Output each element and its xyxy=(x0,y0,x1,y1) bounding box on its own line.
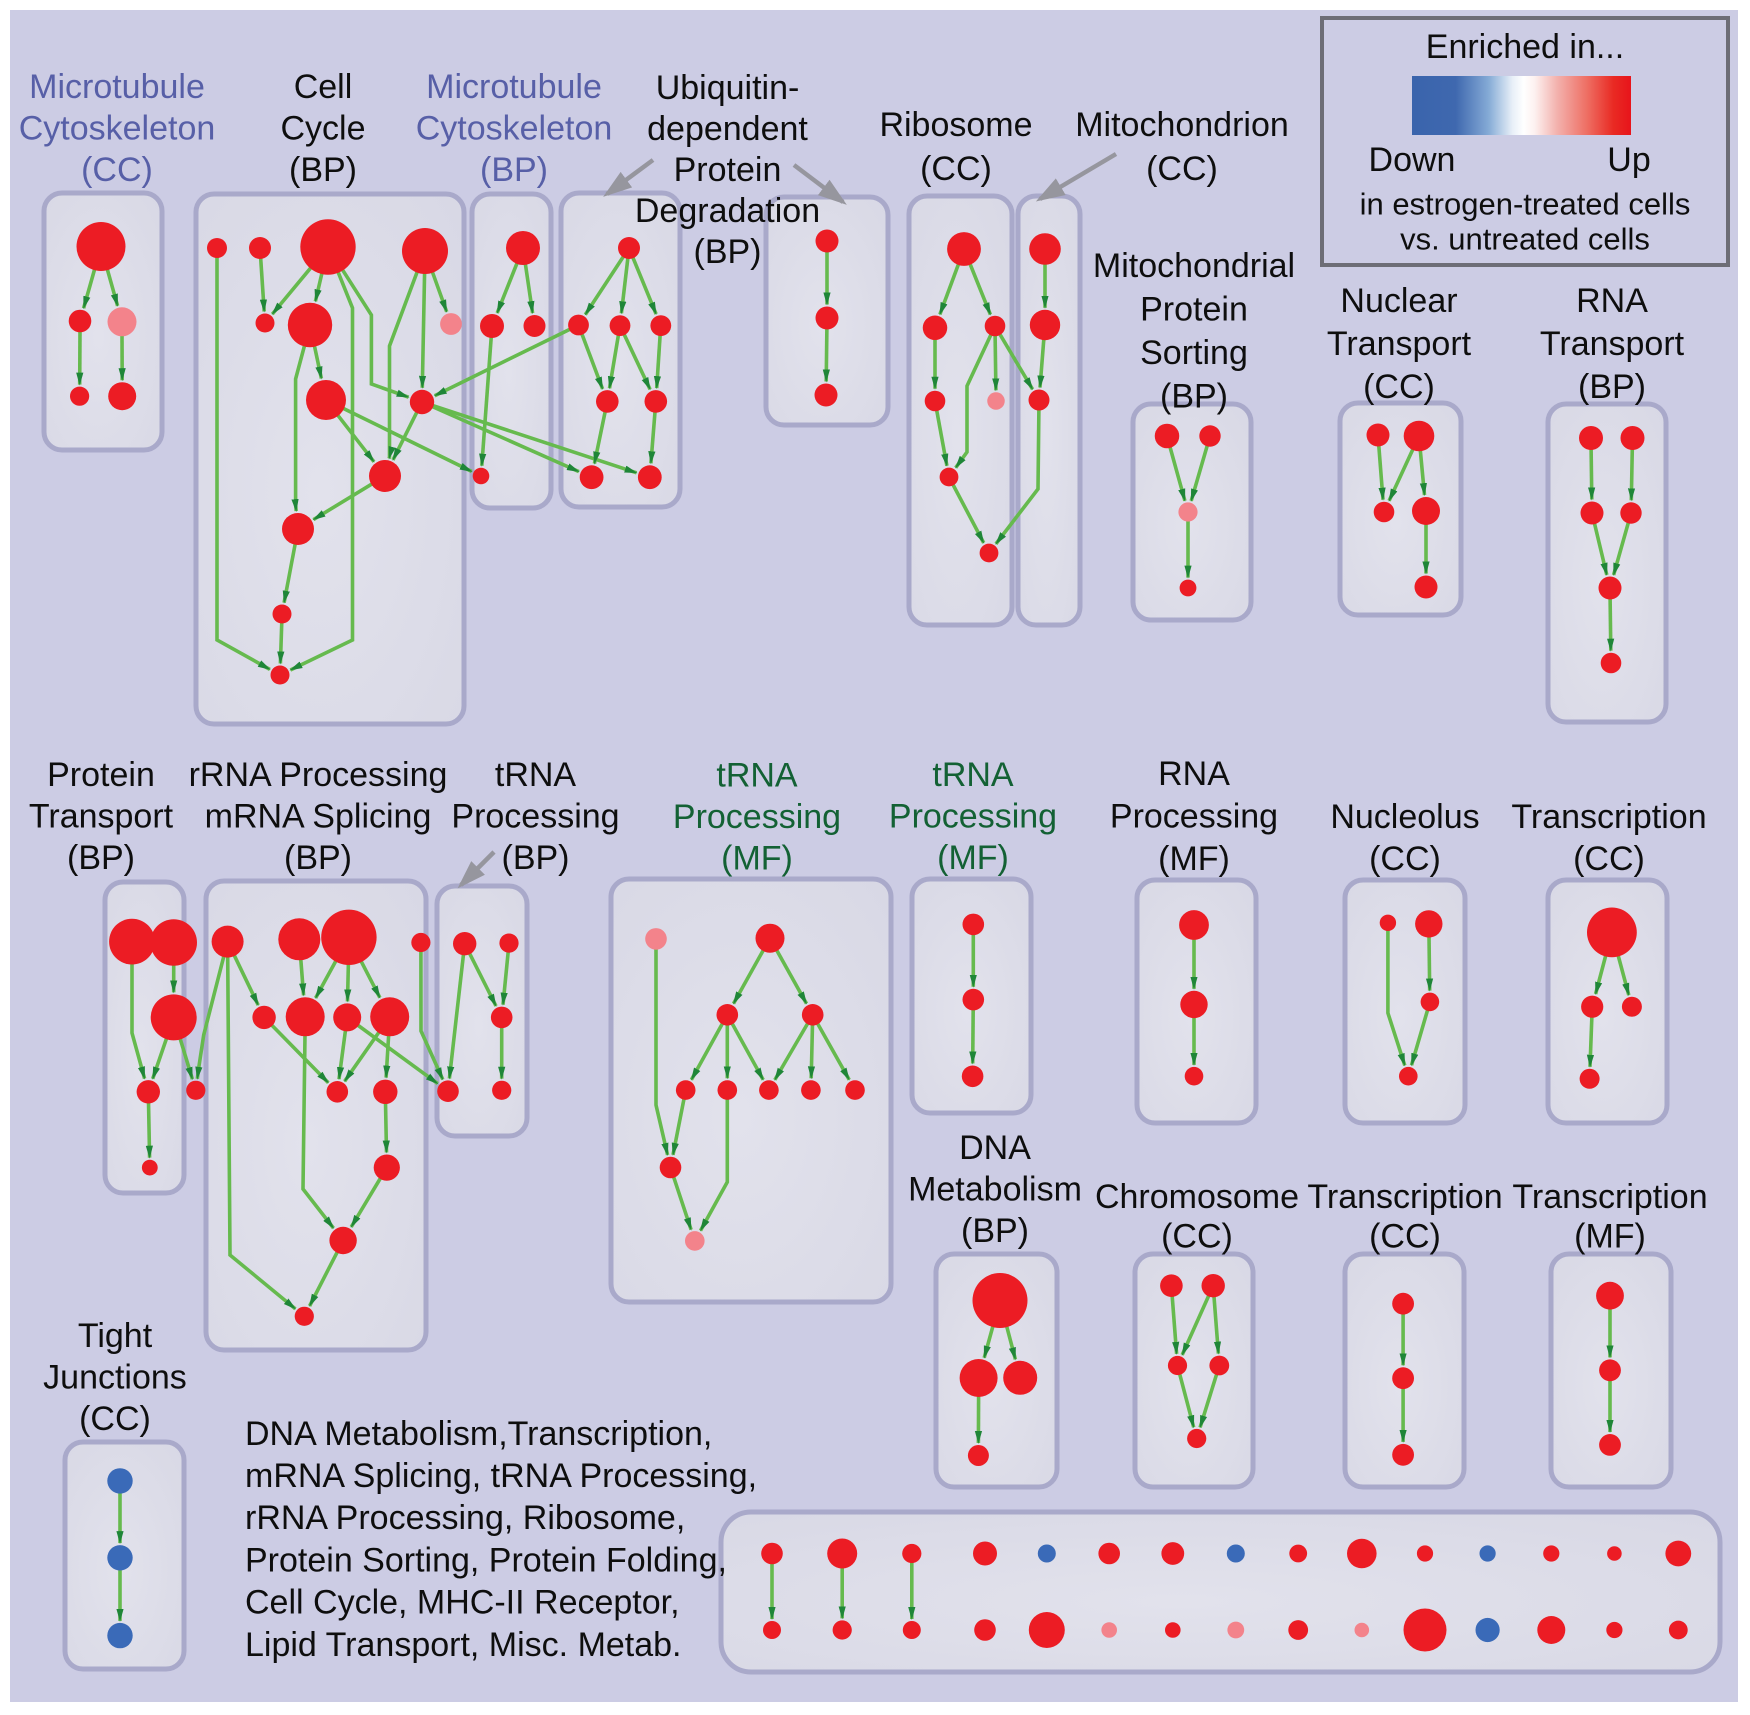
svg-text:(CC): (CC) xyxy=(1363,368,1435,406)
svg-text:Sorting: Sorting xyxy=(1140,334,1248,372)
svg-text:Transcription: Transcription xyxy=(1511,798,1706,836)
svg-text:(BP): (BP) xyxy=(1160,378,1228,416)
svg-text:Transport: Transport xyxy=(29,798,174,836)
svg-text:Transcription: Transcription xyxy=(1512,1178,1707,1216)
svg-text:(MF): (MF) xyxy=(721,840,793,878)
svg-text:Ubiquitin-: Ubiquitin- xyxy=(656,69,800,107)
svg-text:vs. untreated cells: vs. untreated cells xyxy=(1400,222,1650,257)
svg-text:(BP): (BP) xyxy=(961,1212,1029,1250)
svg-text:Tight: Tight xyxy=(78,1317,153,1355)
svg-text:(BP): (BP) xyxy=(289,151,357,189)
svg-text:(CC): (CC) xyxy=(1369,1218,1441,1256)
svg-text:Mitochondrial: Mitochondrial xyxy=(1093,247,1295,285)
svg-text:RNA: RNA xyxy=(1576,282,1648,320)
svg-text:Lipid Transport, Misc. Metab.: Lipid Transport, Misc. Metab. xyxy=(245,1626,682,1664)
svg-text:DNA: DNA xyxy=(959,1129,1031,1167)
svg-text:rRNA Processing: rRNA Processing xyxy=(189,756,448,794)
svg-text:Microtubule: Microtubule xyxy=(426,68,602,106)
svg-text:Processing: Processing xyxy=(673,798,841,836)
svg-text:(BP): (BP) xyxy=(1578,368,1646,406)
svg-text:(MF): (MF) xyxy=(937,839,1009,877)
svg-text:Cytoskeleton: Cytoskeleton xyxy=(416,110,613,148)
svg-text:(MF): (MF) xyxy=(1158,840,1230,878)
svg-text:Cycle: Cycle xyxy=(280,110,365,148)
svg-text:(CC): (CC) xyxy=(1161,1218,1233,1256)
svg-text:dependent: dependent xyxy=(647,110,808,148)
svg-text:Transport: Transport xyxy=(1540,325,1685,363)
svg-text:mRNA Splicing: mRNA Splicing xyxy=(205,798,432,836)
svg-text:tRNA: tRNA xyxy=(716,757,798,795)
svg-text:Junctions: Junctions xyxy=(43,1359,187,1397)
svg-text:(CC): (CC) xyxy=(79,1400,151,1438)
svg-text:(CC): (CC) xyxy=(81,151,153,189)
svg-text:Protein: Protein xyxy=(674,151,782,189)
svg-text:(CC): (CC) xyxy=(1573,840,1645,878)
svg-text:(BP): (BP) xyxy=(502,839,570,877)
svg-text:Cell Cycle, MHC-II Receptor,: Cell Cycle, MHC-II Receptor, xyxy=(245,1584,680,1622)
svg-text:(BP): (BP) xyxy=(694,233,762,271)
svg-text:tRNA: tRNA xyxy=(932,756,1014,794)
svg-text:rRNA Processing, Ribosome,: rRNA Processing, Ribosome, xyxy=(245,1499,685,1537)
svg-text:Mitochondrion: Mitochondrion xyxy=(1075,106,1289,144)
svg-text:(CC): (CC) xyxy=(1146,150,1218,188)
svg-text:Protein: Protein xyxy=(1140,291,1248,329)
svg-text:mRNA Splicing, tRNA Processing: mRNA Splicing, tRNA Processing, xyxy=(245,1457,757,1495)
svg-text:(MF): (MF) xyxy=(1574,1218,1646,1256)
svg-text:Nucleolus: Nucleolus xyxy=(1330,798,1479,836)
svg-text:Transport: Transport xyxy=(1327,325,1472,363)
svg-text:Up: Up xyxy=(1607,141,1650,179)
svg-text:(BP): (BP) xyxy=(284,839,352,877)
svg-text:in estrogen-treated cells: in estrogen-treated cells xyxy=(1360,187,1691,222)
svg-text:Processing: Processing xyxy=(889,798,1057,836)
svg-text:Protein Sorting, Protein Foldi: Protein Sorting, Protein Folding, xyxy=(245,1541,727,1579)
svg-text:Protein: Protein xyxy=(47,756,155,794)
svg-text:Chromosome: Chromosome xyxy=(1095,1178,1299,1216)
svg-text:(CC): (CC) xyxy=(1369,840,1441,878)
svg-text:Cytoskeleton: Cytoskeleton xyxy=(19,110,216,148)
svg-text:(BP): (BP) xyxy=(67,839,135,877)
svg-text:DNA Metabolism,Transcription,: DNA Metabolism,Transcription, xyxy=(245,1415,712,1453)
svg-text:Nuclear: Nuclear xyxy=(1340,282,1457,320)
svg-text:Processing: Processing xyxy=(451,798,619,836)
svg-text:Enriched in...: Enriched in... xyxy=(1426,28,1624,66)
svg-text:Microtubule: Microtubule xyxy=(29,68,205,106)
svg-text:Transcription: Transcription xyxy=(1307,1178,1502,1216)
svg-text:Ribosome: Ribosome xyxy=(879,106,1032,144)
svg-text:Cell: Cell xyxy=(294,68,353,106)
svg-text:(BP): (BP) xyxy=(480,151,548,189)
svg-text:(CC): (CC) xyxy=(920,150,992,188)
svg-text:RNA: RNA xyxy=(1158,755,1230,793)
svg-text:Metabolism: Metabolism xyxy=(908,1171,1082,1209)
svg-text:tRNA: tRNA xyxy=(495,756,577,794)
svg-text:Processing: Processing xyxy=(1110,798,1278,836)
svg-text:Down: Down xyxy=(1369,141,1456,179)
svg-text:Degradation: Degradation xyxy=(635,192,820,230)
